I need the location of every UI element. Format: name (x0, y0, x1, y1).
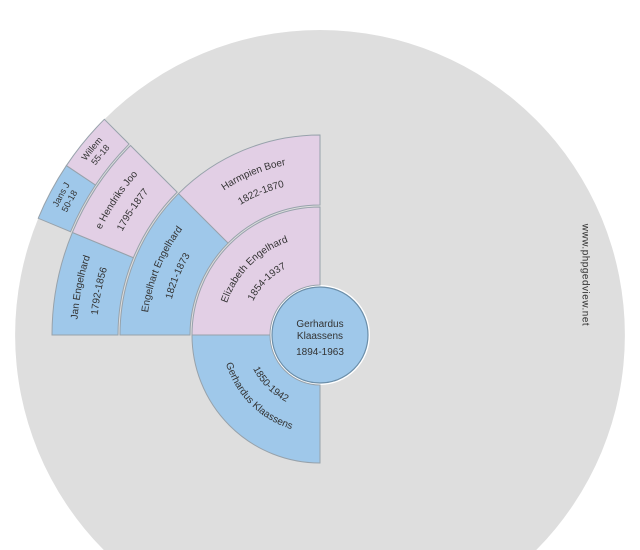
center-name2: Klaassens (297, 331, 343, 342)
center-dates: 1894-1963 (296, 347, 344, 358)
watermark: www.phpgedview.net (579, 224, 590, 326)
center-name: Gerhardus (296, 319, 343, 330)
fan-chart: GerhardusKlaassens1894-1963Gerhardus Kla… (0, 0, 640, 550)
